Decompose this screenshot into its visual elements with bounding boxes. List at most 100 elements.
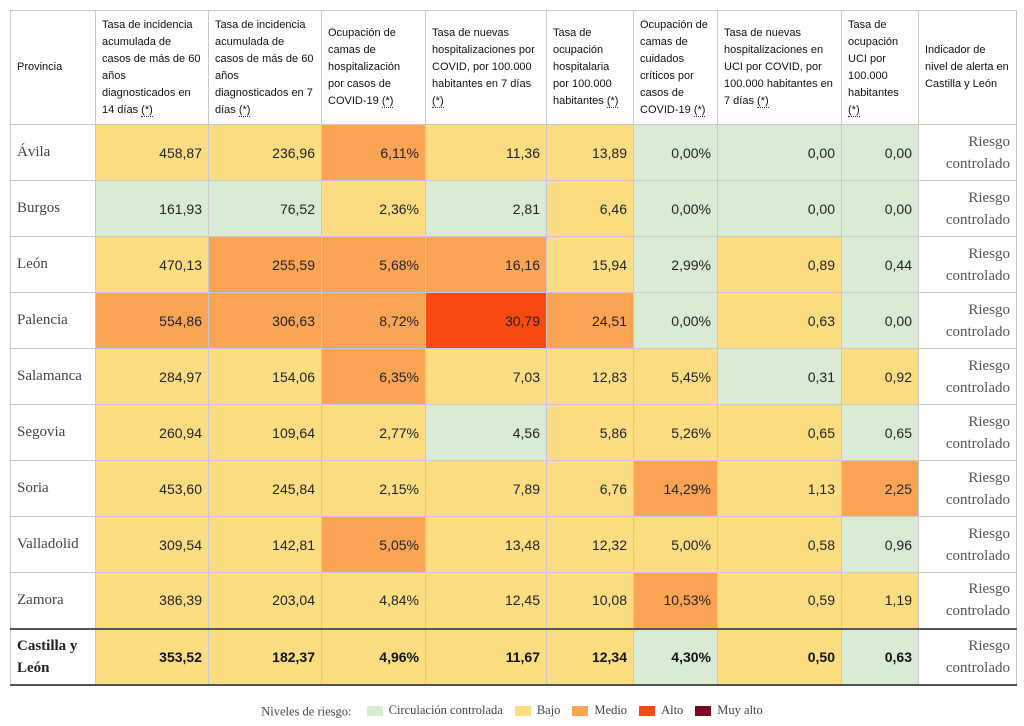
total-row: Castilla y León 353,52 182,37 4,96% 11,67 12,… (10, 627, 1017, 686)
value-cell: 16,16 (425, 236, 547, 293)
value-cell: 4,30% (633, 627, 718, 686)
province-name: Salamanca (10, 348, 96, 405)
value-cell: 12,45 (425, 572, 547, 629)
province-name: León (10, 236, 96, 293)
header-label: Provincia (17, 61, 63, 73)
table-row: Palencia 554,86 306,63 8,72% 30,79 24,51 0,00%… (10, 292, 1017, 349)
value-cell: 0,89 (717, 236, 842, 293)
value-cell: 12,32 (546, 516, 634, 573)
value-cell: 5,05% (321, 516, 426, 573)
info-star-link[interactable]: (*) (606, 95, 619, 108)
value-cell: 13,89 (546, 124, 634, 181)
info-star-link[interactable]: (*) (693, 103, 706, 117)
value-cell: 14,29% (633, 460, 718, 517)
value-cell: 142,81 (208, 516, 322, 573)
value-cell: 2,77% (321, 404, 426, 461)
value-cell: 2,15% (321, 460, 426, 517)
province-name: Valladolid (10, 516, 96, 573)
info-star-link[interactable]: (*) (381, 95, 394, 108)
value-cell: 458,87 (95, 124, 209, 181)
info-star-link[interactable]: (*) (141, 103, 153, 117)
legend-swatch (514, 705, 531, 716)
province-name: Zamora (10, 572, 96, 629)
header-label: Tasa de incidencia acumulada de casos de… (102, 18, 201, 116)
value-cell: 161,93 (95, 180, 209, 237)
value-cell: 6,11% (321, 124, 426, 181)
legend: Niveles de riesgo: Circulación controlad… (0, 703, 1024, 720)
header-provincia: Provincia (10, 10, 96, 125)
value-cell: 0,65 (717, 404, 842, 461)
legend-swatch (572, 705, 589, 716)
legend-item: Medio (572, 703, 627, 718)
alert-indicator: Riesgo controlado (918, 236, 1017, 293)
value-cell: 0,00 (841, 124, 919, 181)
legend-item: Muy alto (695, 703, 763, 718)
header-col-4: Tasa de nuevas hospitalizaciones por COV… (425, 10, 547, 125)
legend-item: Alto (639, 703, 683, 718)
value-cell: 284,97 (95, 348, 209, 405)
legend-label: Bajo (536, 703, 561, 717)
alert-indicator: Riesgo controlado (918, 180, 1017, 237)
value-cell: 255,59 (208, 236, 322, 293)
header-indicator: Indicador de nivel de alerta en Castilla… (918, 10, 1017, 125)
info-star-link[interactable]: (*) (848, 103, 860, 117)
risk-table: Provincia Tasa de incidencia acumulada de… (10, 10, 1017, 686)
info-star-link[interactable]: (*) (238, 103, 251, 117)
value-cell: 554,86 (95, 292, 209, 349)
value-cell: 203,04 (208, 572, 322, 629)
value-cell: 453,60 (95, 460, 209, 517)
table-row: Zamora 386,39 203,04 4,84% 12,45 10,08 10,53% 0… (10, 572, 1017, 629)
value-cell: 236,96 (208, 124, 322, 181)
header-col-7: Tasa de nuevas hospitalizaciones en UCI … (717, 10, 842, 125)
legend-swatch (366, 705, 383, 716)
legend-label: Muy alto (717, 703, 763, 717)
value-cell: 1,19 (841, 572, 919, 629)
alert-indicator: Riesgo controlado (918, 572, 1017, 629)
value-cell: 2,36% (321, 180, 426, 237)
value-cell: 0,96 (841, 516, 919, 573)
value-cell: 0,65 (841, 404, 919, 461)
header-col-5: Tasa de ocupación hospitalaria por 100.0… (546, 10, 634, 125)
value-cell: 0,00% (633, 292, 718, 349)
header-label: Tasa de incidencia acumulada de casos de… (215, 18, 314, 116)
alert-indicator: Riesgo controlado (918, 292, 1017, 349)
info-star-link[interactable]: (*) (757, 95, 769, 108)
header-label: Tasa de ocupación hospitalaria por 100.0… (553, 27, 612, 107)
header-col-3: Ocupación de camas de hospitalización po… (321, 10, 426, 125)
info-star-link[interactable]: (*) (432, 95, 444, 108)
header-label: Indicador de nivel de alerta en Castilla… (925, 44, 1009, 90)
header-col-8: Tasa de ocupación UCI por 100.000 habita… (841, 10, 919, 125)
header-col-6: Ocupación de camas de cuidados críticos … (633, 10, 718, 125)
value-cell: 2,25 (841, 460, 919, 517)
value-cell: 306,63 (208, 292, 322, 349)
header-row: Provincia Tasa de incidencia acumulada de… (10, 10, 1017, 125)
value-cell: 109,64 (208, 404, 322, 461)
header-label: Ocupación de camas de hospitalización po… (328, 27, 401, 107)
value-cell: 245,84 (208, 460, 322, 517)
value-cell: 15,94 (546, 236, 634, 293)
value-cell: 0,00 (841, 292, 919, 349)
province-name: Ávila (10, 124, 96, 181)
table-row: Burgos 161,93 76,52 2,36% 2,81 6,46 0,00% 0,00 0… (10, 180, 1017, 237)
value-cell: 0,58 (717, 516, 842, 573)
value-cell: 0,00 (841, 180, 919, 237)
value-cell: 309,54 (95, 516, 209, 573)
value-cell: 0,50 (717, 627, 842, 686)
header-col-2: Tasa de incidencia acumulada de casos de… (208, 10, 322, 125)
alert-indicator: Riesgo controlado (918, 627, 1017, 686)
table-row: Ávila 458,87 236,96 6,11% 11,36 13,89 0,00% 0,0… (10, 124, 1017, 181)
legend-label: Medio (594, 703, 628, 717)
alert-indicator: Riesgo controlado (918, 404, 1017, 461)
table-row: Salamanca 284,97 154,06 6,35% 7,03 12,83 5,45%… (10, 348, 1017, 405)
value-cell: 11,36 (425, 124, 547, 181)
legend-title: Niveles de riesgo: (261, 704, 352, 719)
alert-indicator: Riesgo controlado (918, 124, 1017, 181)
value-cell: 0,59 (717, 572, 842, 629)
value-cell: 0,63 (841, 627, 919, 686)
legend-label: Circulación controlada (388, 703, 503, 717)
value-cell: 10,53% (633, 572, 718, 629)
header-label: Tasa de nuevas hospitalizaciones por COV… (432, 27, 535, 90)
legend-swatch (695, 705, 712, 716)
value-cell: 0,63 (717, 292, 842, 349)
province-name: Soria (10, 460, 96, 517)
